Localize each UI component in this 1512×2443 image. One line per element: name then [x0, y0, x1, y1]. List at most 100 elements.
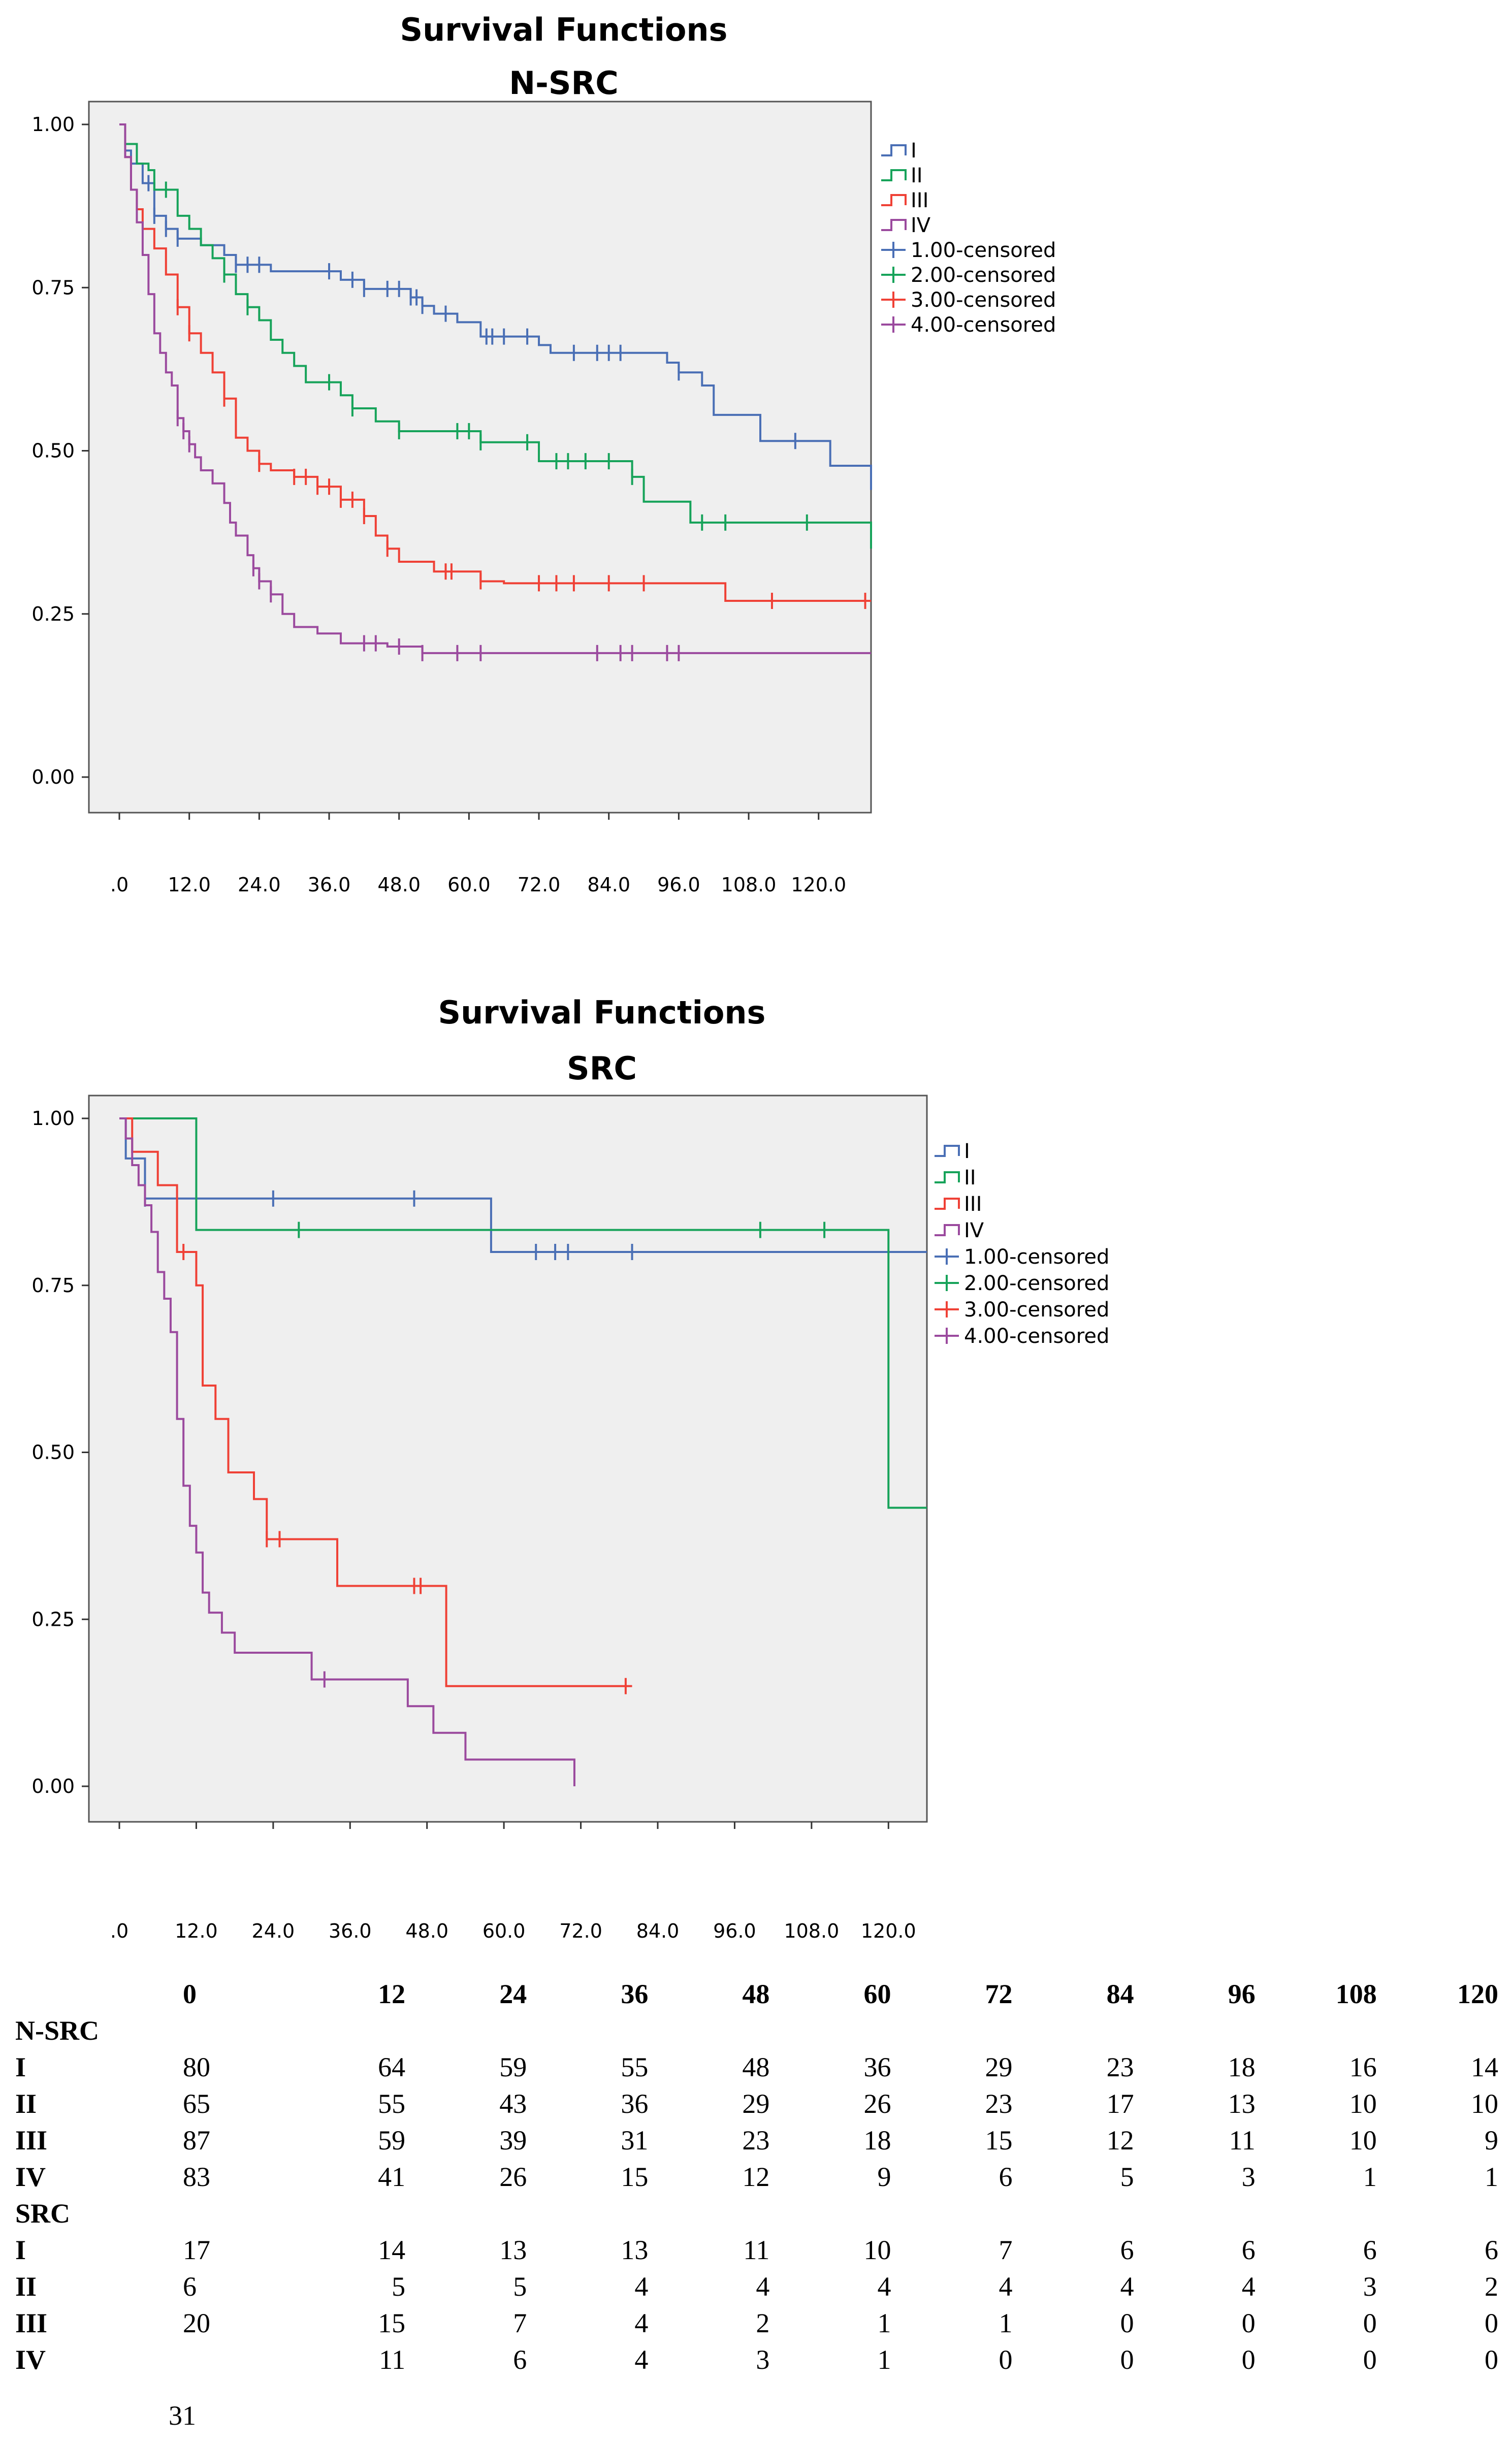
risk-cell: 11 — [1229, 2125, 1256, 2156]
x-tick-label: 72.0 — [559, 1920, 602, 1942]
risk-cell: 1 — [1485, 2162, 1498, 2192]
x-tick-label: 108.0 — [721, 874, 777, 896]
risk-cell: 3 — [1241, 2162, 1256, 2192]
risk-cell: 65 — [183, 2088, 210, 2119]
risk-cell: 7 — [999, 2235, 1013, 2265]
chart-subtitle: N-SRC — [509, 65, 619, 102]
risk-table-row: I 80 64 59 55 48 36 29 23 18 16 14 — [15, 2049, 1498, 2085]
y-tick-label: 0.00 — [31, 766, 75, 788]
chart-title: Survival Functions — [400, 11, 728, 48]
x-tick-label: 96.0 — [713, 1920, 756, 1942]
x-tick-label: .0 — [110, 1920, 128, 1942]
chart-title: Survival Functions — [438, 994, 766, 1031]
y-tick-label: 0.00 — [31, 1775, 75, 1797]
risk-cell: 7 — [513, 2308, 527, 2338]
legend-step-swatch — [935, 1171, 960, 1183]
x-tick-label: .0 — [110, 874, 128, 896]
legend-step-swatch — [935, 1145, 960, 1157]
risk-cell: 0 — [1241, 2344, 1256, 2375]
risk-cell: 14 — [1471, 2052, 1498, 2082]
risk-cell: 29 — [985, 2052, 1013, 2082]
risk-header-60: 60 — [863, 1979, 891, 2009]
chart-svg-nsrc: Survival Functions N-SRC 0.00 0.25 0.50 0.75 1… — [31, 11, 1056, 896]
risk-cell: 11 — [379, 2344, 406, 2375]
risk-cell: 23 — [985, 2088, 1013, 2119]
risk-cell: 13 — [499, 2235, 527, 2265]
risk-cell: 18 — [863, 2125, 891, 2156]
risk-header-36: 36 — [621, 1979, 649, 2009]
risk-table-body: N-SRC I 80 64 59 55 48 36 29 23 18 16 14 II 65 55 43 36 29… — [15, 2012, 1498, 2378]
risk-cell: 36 — [621, 2088, 649, 2119]
risk-cell: 12 — [1106, 2125, 1134, 2156]
legend-label: 1.00-censored — [911, 239, 1056, 262]
risk-row-label: IV — [15, 2344, 46, 2375]
x-tick-label: 120.0 — [791, 874, 846, 896]
risk-cell: 2 — [756, 2308, 770, 2338]
chart-svg-src: Survival Functions SRC 0.00 0.25 0.50 0.75 1.0… — [31, 994, 1109, 1942]
risk-header-108: 108 — [1335, 1979, 1377, 2009]
risk-cell: 4 — [634, 2271, 649, 2302]
risk-table-row: III 20 15 7 4 2 1 1 0 0 0 0 — [15, 2305, 1498, 2341]
risk-cell: 59 — [499, 2052, 527, 2082]
legend-label: 2.00-censored — [964, 1272, 1109, 1295]
risk-table-row: IV 11 6 4 3 1 0 0 0 0 0 — [15, 2341, 1498, 2378]
legend-label: 4.00-censored — [964, 1325, 1109, 1348]
risk-row-label: II — [15, 2271, 37, 2302]
x-tick-label: 12.0 — [175, 1920, 218, 1942]
risk-cell: 0 — [999, 2344, 1013, 2375]
risk-cell: 39 — [499, 2125, 527, 2156]
legend-label: III — [964, 1193, 982, 1216]
risk-cell: 14 — [378, 2235, 406, 2265]
x-tick-label: 84.0 — [587, 874, 630, 896]
risk-cell: 1 — [999, 2308, 1013, 2338]
risk-cell: 80 — [183, 2052, 210, 2082]
survival-chart-nsrc: Survival Functions N-SRC 0.00 0.25 0.50 0.75 1… — [0, 0, 1512, 914]
survival-curve-iv — [119, 1117, 575, 1786]
x-tick-label: 120.0 — [861, 1920, 916, 1942]
risk-cell: 5 — [392, 2271, 406, 2302]
risk-cell: 4 — [1120, 2271, 1134, 2302]
risk-row-label: I — [15, 2052, 26, 2082]
legend-step-swatch — [935, 1224, 960, 1236]
risk-table-header-row: 0 12 24 36 48 60 72 84 96 108 120 — [15, 1976, 1498, 2012]
risk-cell: 16 — [1349, 2052, 1377, 2082]
risk-cell: 59 — [378, 2125, 406, 2156]
risk-cell: 9 — [877, 2162, 891, 2192]
risk-cell: 10 — [1349, 2125, 1377, 2156]
risk-table-row: I 17 14 13 13 11 10 7 6 6 6 6 — [15, 2232, 1498, 2268]
y-tick-label: 0.75 — [31, 1274, 75, 1297]
risk-cell: 9 — [1485, 2125, 1498, 2156]
risk-cell: 4 — [999, 2271, 1013, 2302]
risk-cell: 55 — [378, 2088, 406, 2119]
y-tick-label: 0.25 — [31, 1608, 75, 1630]
legend-label: IV — [964, 1219, 984, 1242]
legend-label: I — [911, 139, 917, 163]
x-tick-label: 96.0 — [657, 874, 700, 896]
legend-label: 3.00-censored — [964, 1298, 1109, 1322]
legend-label: 2.00-censored — [911, 264, 1056, 287]
survival-curve-ii — [119, 123, 872, 549]
risk-group-label: N-SRC — [15, 2015, 100, 2046]
risk-cell: 1 — [877, 2344, 891, 2375]
y-tick-label: 0.25 — [31, 603, 75, 625]
risk-cell: 13 — [621, 2235, 649, 2265]
risk-cell: 26 — [499, 2162, 527, 2192]
legend-label: II — [964, 1166, 976, 1190]
risk-row-label: III — [15, 2308, 48, 2338]
risk-table-row: III 87 59 39 31 23 18 15 12 11 10 9 — [15, 2122, 1498, 2159]
risk-cell: 3 — [1363, 2271, 1377, 2302]
risk-cell: 6 — [1485, 2235, 1498, 2265]
legend-label: IV — [911, 214, 931, 237]
risk-cell: 4 — [634, 2308, 649, 2338]
survival-chart-src: Survival Functions SRC 0.00 0.25 0.50 0.75 1.0… — [0, 980, 1512, 1976]
legend-label: 3.00-censored — [911, 288, 1056, 312]
risk-cell: 11 — [743, 2235, 770, 2265]
risk-cell: 6 — [1363, 2235, 1377, 2265]
chart-subtitle: SRC — [567, 1050, 637, 1087]
risk-cell: 6 — [183, 2271, 197, 2302]
risk-cell: 0 — [1485, 2344, 1498, 2375]
y-tick-label: 0.50 — [31, 440, 75, 462]
legend-step-swatch — [935, 1198, 960, 1210]
risk-table-row: IV 83 41 26 15 12 9 6 5 3 1 1 — [15, 2159, 1498, 2195]
risk-cell: 1 — [1363, 2162, 1377, 2192]
